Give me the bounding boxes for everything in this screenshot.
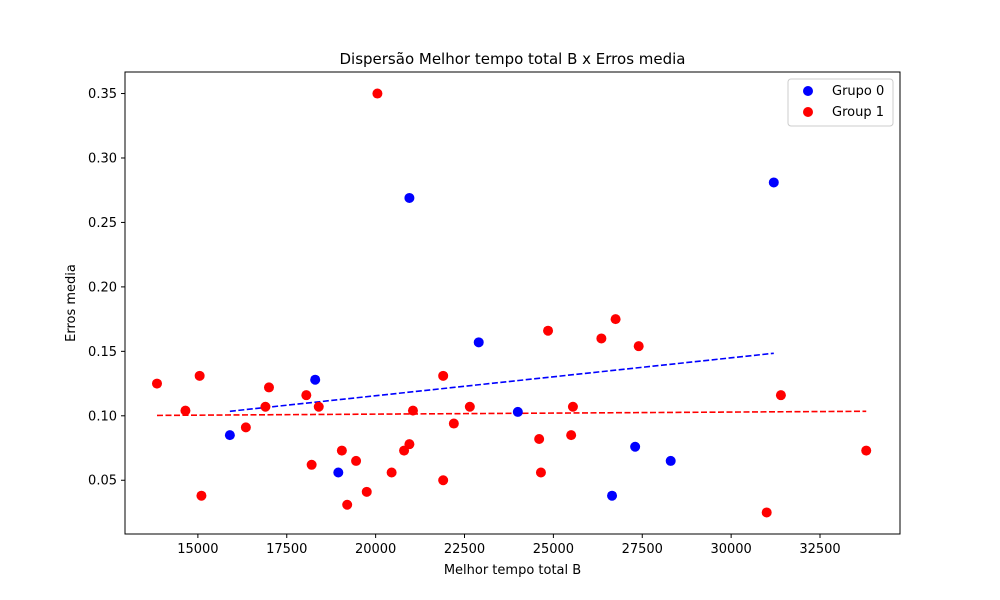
legend-box — [787, 78, 894, 127]
x-tick-label: 17500 — [266, 542, 307, 557]
y-tick-label: 0.25 — [88, 216, 117, 231]
data-point-series-1 — [306, 459, 317, 470]
y-tick-label: 0.15 — [88, 345, 117, 360]
trendline-series-0 — [229, 352, 774, 413]
chart-title: Dispersão Melhor tempo total B x Erros m… — [339, 50, 685, 68]
data-point-series-1 — [534, 433, 545, 444]
data-point-series-1 — [566, 430, 577, 441]
data-point-series-0 — [333, 467, 344, 478]
data-point-series-0 — [665, 455, 676, 466]
trendlines — [156, 352, 867, 417]
data-point-series-0 — [768, 177, 779, 188]
data-point-series-1 — [240, 422, 251, 433]
legend-marker-group-1 — [803, 107, 813, 117]
legend: Grupo 0 Group 1 — [787, 78, 894, 127]
x-tick-label: 20000 — [355, 542, 396, 557]
data-point-series-1 — [448, 418, 459, 429]
data-point-series-1 — [404, 439, 415, 450]
data-point-series-1 — [361, 486, 372, 497]
y-tick-label: 0.05 — [88, 474, 117, 489]
data-point-series-1 — [775, 390, 786, 401]
y-tick-label: 0.30 — [88, 151, 117, 166]
data-point-series-1 — [633, 341, 644, 352]
y-tick-label: 0.35 — [88, 87, 117, 102]
x-tick-label: 25000 — [533, 542, 574, 557]
data-point-series-1 — [761, 507, 772, 518]
x-tick-label: 30000 — [710, 542, 751, 557]
data-point-series-1 — [610, 314, 621, 325]
legend-marker-grupo-0 — [803, 86, 813, 96]
legend-label-group-1: Group 1 — [832, 105, 884, 120]
data-point-series-1 — [301, 390, 312, 401]
x-tick-label: 22500 — [444, 542, 485, 557]
data-point-series-0 — [404, 192, 415, 203]
data-point-series-1 — [336, 445, 347, 456]
data-point-series-0 — [512, 406, 523, 417]
x-tick-label: 32500 — [799, 542, 840, 557]
data-point-series-1 — [260, 401, 271, 412]
y-axis-title: Erros media — [64, 264, 79, 342]
x-axis-title: Melhor tempo total B — [444, 563, 581, 578]
legend-label-grupo-0: Grupo 0 — [832, 84, 884, 99]
data-point-series-0 — [310, 374, 321, 385]
data-point-series-1 — [535, 467, 546, 478]
x-tick-label: 27500 — [622, 542, 663, 557]
data-point-series-1 — [596, 333, 607, 344]
data-point-series-1 — [543, 325, 554, 336]
data-point-series-1 — [861, 445, 872, 456]
x-axis-ticks: 15000 17500 20000 22500 25000 27500 30000 32500 — [177, 534, 841, 557]
data-point-series-1 — [372, 88, 383, 99]
data-point-series-1 — [196, 490, 207, 501]
data-point-series-0 — [224, 430, 235, 441]
y-tick-label: 0.20 — [88, 280, 117, 295]
x-tick-label: 15000 — [177, 542, 218, 557]
plot-area — [125, 72, 900, 534]
data-point-series-1 — [464, 401, 475, 412]
data-point-series-1 — [180, 405, 191, 416]
data-point-series-1 — [386, 467, 397, 478]
data-point-series-1 — [194, 370, 205, 381]
data-point-series-1 — [438, 475, 449, 486]
data-point-series-1 — [438, 370, 449, 381]
data-point-series-1 — [313, 401, 324, 412]
data-point-series-1 — [351, 455, 362, 466]
data-point-series-0 — [607, 490, 618, 501]
data-point-series-0 — [473, 337, 484, 348]
data-points — [151, 88, 872, 518]
data-point-series-1 — [342, 499, 353, 510]
y-tick-label: 0.10 — [88, 409, 117, 424]
trendline-series-1 — [156, 410, 867, 417]
data-point-series-1 — [263, 382, 274, 393]
plot-frame — [124, 71, 901, 535]
data-point-series-1 — [407, 405, 418, 416]
data-point-series-1 — [567, 401, 578, 412]
data-point-series-0 — [630, 441, 641, 452]
y-axis-ticks: 0.05 0.10 0.15 0.20 0.25 0.30 0.35 — [88, 87, 125, 489]
data-point-series-1 — [151, 378, 162, 389]
